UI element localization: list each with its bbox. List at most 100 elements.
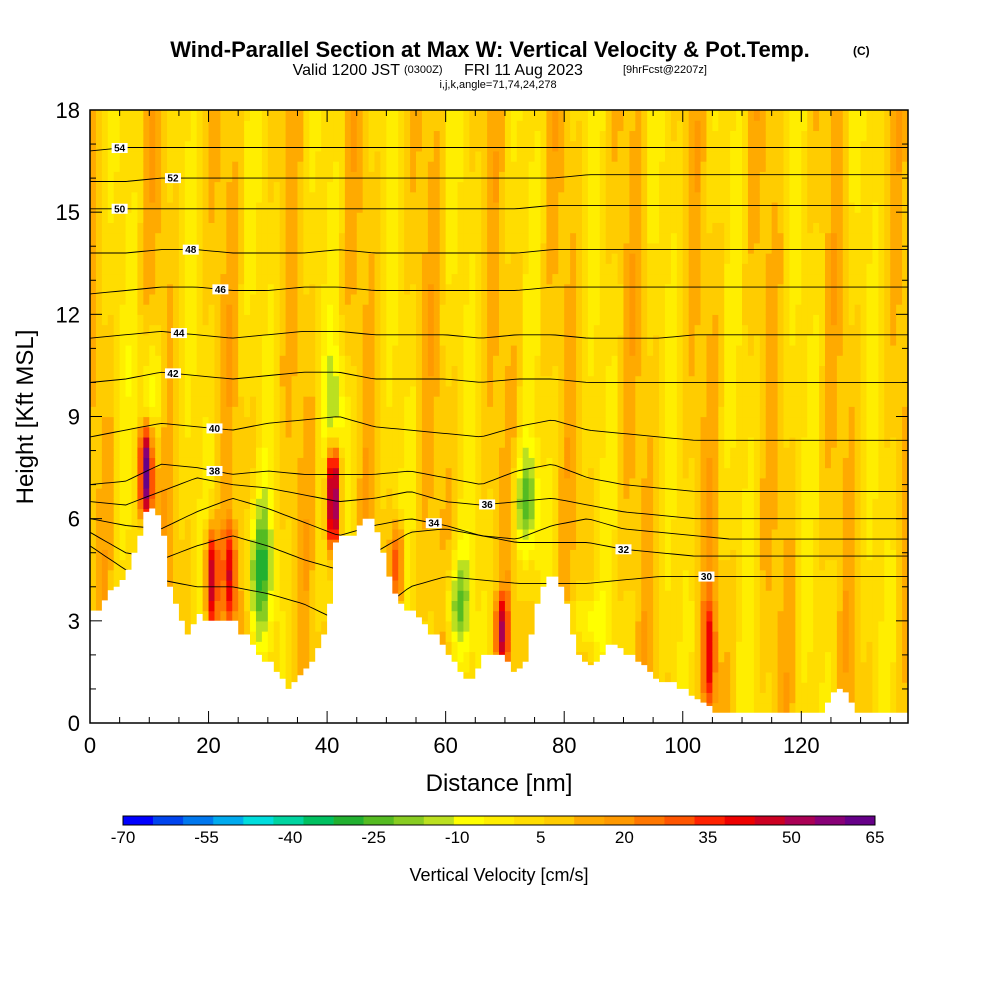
w-cell bbox=[534, 579, 542, 591]
w-cell bbox=[143, 477, 150, 489]
w-cell bbox=[202, 498, 210, 510]
w-cell bbox=[510, 631, 518, 642]
w-cell bbox=[493, 559, 500, 571]
w-cell bbox=[267, 212, 275, 223]
w-cell bbox=[463, 253, 470, 264]
w-cell bbox=[356, 457, 364, 469]
w-cell bbox=[475, 150, 482, 162]
w-cell bbox=[356, 222, 364, 234]
w-cell bbox=[113, 559, 121, 571]
w-cell bbox=[190, 140, 198, 152]
w-cell bbox=[457, 293, 465, 305]
w-cell bbox=[475, 396, 482, 407]
w-cell bbox=[238, 620, 245, 632]
w-cell bbox=[137, 222, 144, 234]
w-cell bbox=[475, 304, 482, 315]
w-cell bbox=[261, 385, 269, 397]
w-cell bbox=[445, 488, 453, 499]
w-cell bbox=[564, 242, 571, 254]
w-cell bbox=[273, 579, 281, 591]
w-cell bbox=[119, 161, 127, 172]
w-cell bbox=[404, 426, 411, 438]
w-cell bbox=[416, 222, 423, 234]
w-cell bbox=[552, 498, 559, 510]
w-cell bbox=[499, 518, 506, 530]
w-cell bbox=[463, 324, 470, 336]
w-cell bbox=[226, 559, 233, 571]
w-cell bbox=[321, 375, 328, 387]
w-cell bbox=[421, 232, 429, 244]
w-cell bbox=[172, 457, 180, 469]
w-cell bbox=[546, 559, 553, 571]
w-cell bbox=[368, 447, 376, 458]
w-cell bbox=[487, 355, 494, 367]
w-cell bbox=[404, 457, 411, 469]
w-cell bbox=[90, 355, 97, 367]
w-cell bbox=[540, 120, 548, 132]
w-cell bbox=[119, 242, 127, 254]
w-cell bbox=[297, 314, 304, 326]
w-cell bbox=[570, 120, 577, 132]
w-cell bbox=[101, 171, 109, 183]
w-cell bbox=[226, 120, 233, 132]
w-cell bbox=[261, 528, 269, 540]
w-cell bbox=[202, 467, 210, 479]
w-cell bbox=[155, 447, 162, 458]
w-cell bbox=[350, 488, 358, 499]
w-cell bbox=[475, 488, 482, 499]
w-cell bbox=[279, 651, 287, 663]
w-cell bbox=[457, 344, 465, 356]
w-cell bbox=[267, 396, 275, 407]
w-cell bbox=[273, 181, 281, 193]
w-cell bbox=[244, 498, 251, 510]
w-cell bbox=[469, 620, 476, 632]
w-cell bbox=[445, 498, 453, 510]
w-cell bbox=[540, 406, 548, 418]
w-cell bbox=[362, 467, 370, 479]
w-cell bbox=[540, 447, 548, 458]
w-cell bbox=[190, 212, 198, 223]
w-cell bbox=[528, 232, 536, 244]
w-cell bbox=[214, 477, 222, 489]
w-cell bbox=[416, 355, 423, 367]
w-cell bbox=[255, 293, 263, 305]
w-cell bbox=[510, 436, 518, 448]
w-cell bbox=[576, 426, 583, 438]
w-cell bbox=[380, 385, 387, 397]
w-cell bbox=[416, 201, 423, 213]
w-cell bbox=[226, 416, 233, 428]
w-cell bbox=[516, 110, 524, 121]
w-cell bbox=[564, 212, 571, 223]
w-cell bbox=[421, 181, 429, 193]
w-cell bbox=[427, 508, 435, 520]
w-cell bbox=[95, 396, 103, 407]
w-cell bbox=[421, 385, 429, 397]
w-cell bbox=[344, 314, 352, 326]
w-cell bbox=[540, 426, 548, 438]
w-cell bbox=[522, 488, 530, 499]
w-cell bbox=[309, 406, 316, 418]
w-cell bbox=[386, 518, 393, 530]
w-cell bbox=[113, 355, 121, 367]
w-cell bbox=[149, 140, 156, 152]
w-cell bbox=[297, 283, 304, 295]
w-cell bbox=[143, 406, 150, 418]
w-cell bbox=[137, 110, 144, 121]
w-cell bbox=[522, 334, 530, 346]
w-cell bbox=[255, 212, 263, 223]
w-cell bbox=[439, 161, 447, 172]
w-cell bbox=[564, 273, 571, 285]
w-cell bbox=[315, 539, 322, 550]
w-cell bbox=[386, 426, 393, 438]
w-cell bbox=[499, 610, 506, 622]
w-cell bbox=[546, 426, 553, 438]
w-cell bbox=[279, 610, 287, 622]
w-cell bbox=[291, 651, 299, 663]
w-cell bbox=[95, 528, 103, 540]
w-cell bbox=[457, 467, 465, 479]
w-cell bbox=[368, 161, 376, 172]
w-cell bbox=[184, 334, 192, 346]
w-cell bbox=[184, 201, 192, 213]
w-cell bbox=[107, 212, 115, 223]
w-cell bbox=[90, 508, 97, 520]
